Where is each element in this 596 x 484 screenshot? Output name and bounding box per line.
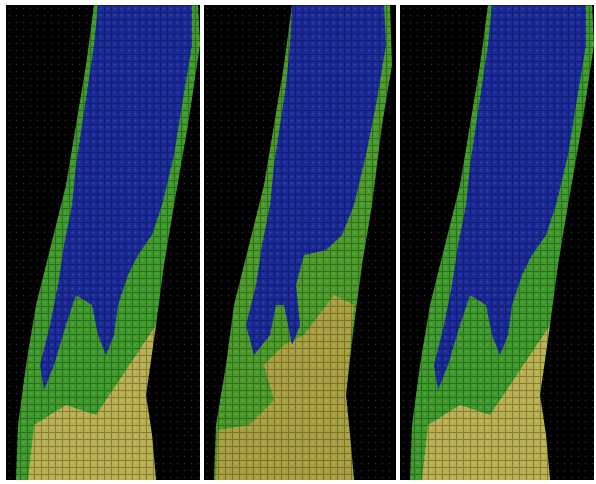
panel-1 xyxy=(6,5,200,480)
panel-2 xyxy=(204,5,396,480)
figure xyxy=(0,0,596,484)
panel-3 xyxy=(400,5,594,480)
grid-texture xyxy=(400,5,594,480)
grid-texture xyxy=(6,5,200,480)
grid-texture xyxy=(204,5,396,480)
